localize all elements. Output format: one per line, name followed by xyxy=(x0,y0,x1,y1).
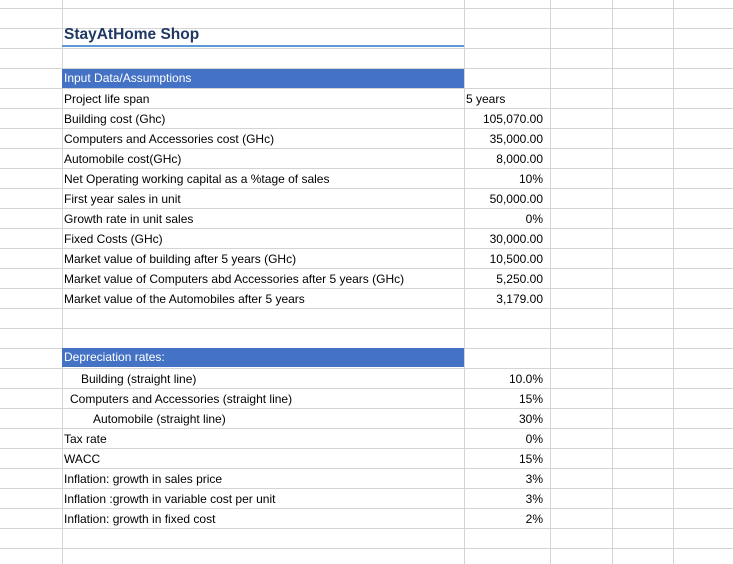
column-gridline xyxy=(550,0,551,564)
input-value[interactable]: 10,500.00 xyxy=(489,252,543,266)
input-value[interactable]: 5,250.00 xyxy=(496,272,543,286)
sheet-title[interactable]: StayAtHome Shop xyxy=(64,26,200,43)
row-gridline xyxy=(0,428,734,429)
depreciation-value[interactable]: 15% xyxy=(518,452,543,466)
row-gridline xyxy=(0,188,734,189)
row-gridline xyxy=(0,288,734,289)
depreciation-value[interactable]: 10.0% xyxy=(508,372,543,386)
input-label[interactable]: Computers and Accessories cost (GHc) xyxy=(64,132,275,146)
input-label[interactable]: Automobile cost(GHc) xyxy=(64,152,182,166)
depreciation-value[interactable]: 0% xyxy=(525,432,543,446)
input-value[interactable]: 35,000.00 xyxy=(489,132,543,146)
row-gridline xyxy=(0,268,734,269)
depreciation-value[interactable]: 15% xyxy=(518,392,543,406)
input-header-cell[interactable] xyxy=(62,69,464,88)
depreciation-label[interactable]: Building (straight line) xyxy=(81,372,197,386)
input-label[interactable]: Net Operating working capital as a %tage… xyxy=(64,172,330,186)
input-label[interactable]: First year sales in unit xyxy=(64,192,181,206)
depreciation-label[interactable]: Inflation: growth in fixed cost xyxy=(64,512,216,526)
depreciation-header-cell[interactable] xyxy=(62,348,464,367)
input-value[interactable]: 8,000.00 xyxy=(496,152,543,166)
depreciation-header-label: Depreciation rates: xyxy=(64,350,165,364)
input-label[interactable]: Fixed Costs (GHc) xyxy=(64,232,163,246)
row-gridline xyxy=(0,68,734,69)
input-label[interactable]: Project life span xyxy=(64,92,150,106)
row-gridline xyxy=(0,208,734,209)
depreciation-label[interactable]: Tax rate xyxy=(64,432,107,446)
depreciation-value[interactable]: 3% xyxy=(525,492,543,506)
row-gridline xyxy=(0,508,734,509)
column-gridline xyxy=(612,0,613,564)
row-gridline xyxy=(0,468,734,469)
row-gridline xyxy=(0,388,734,389)
row-gridline xyxy=(0,128,734,129)
input-value[interactable]: 0% xyxy=(525,212,543,226)
input-label[interactable]: Market value of the Automobiles after 5 … xyxy=(64,292,305,306)
input-header-label: Input Data/Assumptions xyxy=(64,71,192,85)
row-gridline xyxy=(0,308,734,309)
input-value[interactable]: 105,070.00 xyxy=(482,112,543,126)
row-gridline xyxy=(0,488,734,489)
row-gridline xyxy=(0,328,734,329)
row-gridline xyxy=(0,8,734,9)
row-gridline xyxy=(0,28,734,29)
depreciation-label[interactable]: WACC xyxy=(64,452,101,466)
input-label[interactable]: Market value of building after 5 years (… xyxy=(64,252,297,266)
input-value[interactable]: 5 years xyxy=(466,92,506,106)
depreciation-label[interactable]: Inflation :growth in variable cost per u… xyxy=(64,492,276,506)
input-value[interactable]: 50,000.00 xyxy=(489,192,543,206)
title-underline xyxy=(62,45,464,47)
row-gridline xyxy=(0,108,734,109)
depreciation-label[interactable]: Computers and Accessories (straight line… xyxy=(70,392,293,406)
input-value[interactable]: 30,000.00 xyxy=(489,232,543,246)
input-label[interactable]: Building cost (Ghc) xyxy=(64,112,166,126)
row-gridline xyxy=(0,228,734,229)
input-label[interactable]: Growth rate in unit sales xyxy=(64,212,194,226)
row-gridline xyxy=(0,148,734,149)
depreciation-value[interactable]: 30% xyxy=(518,412,543,426)
row-gridline xyxy=(0,88,734,89)
row-gridline xyxy=(0,548,734,549)
column-gridline xyxy=(673,0,674,564)
depreciation-value[interactable]: 2% xyxy=(525,512,543,526)
row-gridline xyxy=(0,368,734,369)
column-gridline xyxy=(464,0,465,564)
row-gridline xyxy=(0,48,734,49)
row-gridline xyxy=(0,248,734,249)
input-value[interactable]: 10% xyxy=(518,172,543,186)
row-gridline xyxy=(0,528,734,529)
row-gridline xyxy=(0,408,734,409)
input-value[interactable]: 3,179.00 xyxy=(496,292,543,306)
input-label[interactable]: Market value of Computers abd Accessorie… xyxy=(64,272,405,286)
column-gridline xyxy=(62,0,63,564)
depreciation-value[interactable]: 3% xyxy=(525,472,543,486)
row-gridline xyxy=(0,448,734,449)
depreciation-label[interactable]: Inflation: growth in sales price xyxy=(64,472,223,486)
depreciation-label[interactable]: Automobile (straight line) xyxy=(93,412,226,426)
row-gridline xyxy=(0,168,734,169)
